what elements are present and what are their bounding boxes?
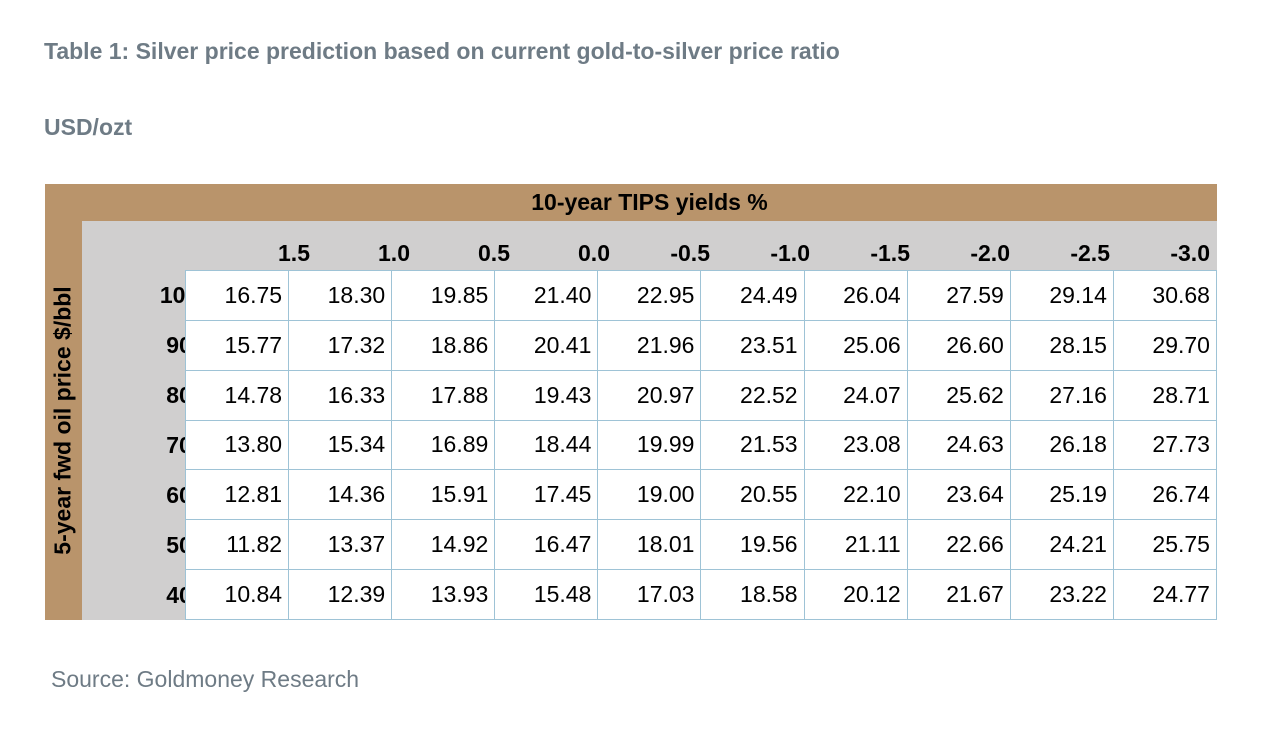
table-cell: 26.04 — [804, 271, 908, 321]
table-cell: 24.77 — [1113, 570, 1217, 620]
table-cell: 17.45 — [495, 470, 599, 521]
table-cell: 21.96 — [598, 320, 702, 371]
unit-label: USD/ozt — [44, 114, 133, 140]
table-cell: 17.32 — [289, 320, 393, 371]
table-cell: 25.62 — [907, 370, 1011, 421]
table-cell: 14.78 — [186, 370, 290, 421]
row-group-band — [45, 184, 82, 620]
table-cell: 23.08 — [804, 420, 908, 471]
table-cell: 14.36 — [289, 470, 393, 521]
table-cell: 18.44 — [495, 420, 599, 471]
table-cell: 23.64 — [907, 470, 1011, 521]
column-header: -3.0 — [1170, 240, 1210, 266]
table-cell: 26.18 — [1010, 420, 1114, 471]
table-cell: 27.73 — [1113, 420, 1217, 471]
table-cell: 16.75 — [186, 271, 290, 321]
table-cell: 29.70 — [1113, 320, 1217, 371]
table-cell: 16.47 — [495, 520, 599, 571]
table-cell: 21.53 — [701, 420, 805, 471]
table-cell: 22.52 — [701, 370, 805, 421]
column-group-band — [45, 184, 1217, 221]
column-header: -0.5 — [670, 240, 710, 266]
table-title: Table 1: Silver price prediction based o… — [44, 38, 840, 64]
table-cell: 13.37 — [289, 520, 393, 571]
column-header: 0.5 — [478, 240, 510, 266]
table-cell: 12.81 — [186, 470, 290, 521]
table-cell: 18.86 — [392, 320, 496, 371]
table-cell: 18.58 — [701, 570, 805, 620]
row-group-label-wrap: 5-year fwd oil price $/bbl — [45, 221, 82, 620]
table-cell: 22.10 — [804, 470, 908, 521]
column-header: 0.0 — [578, 240, 610, 266]
table-cell: 21.67 — [907, 570, 1011, 620]
table-cell: 19.85 — [392, 271, 496, 321]
table-cell: 22.66 — [907, 520, 1011, 571]
table-cell: 16.33 — [289, 370, 393, 421]
table-cell: 29.14 — [1010, 271, 1114, 321]
column-header: 1.0 — [378, 240, 410, 266]
table-cell: 23.51 — [701, 320, 805, 371]
table-cell: 13.93 — [392, 570, 496, 620]
table-cell: 14.92 — [392, 520, 496, 571]
row-group-label: 5-year fwd oil price $/bbl — [50, 286, 77, 555]
column-header: -2.0 — [970, 240, 1010, 266]
column-header: -1.0 — [770, 240, 810, 266]
table-cell: 19.43 — [495, 370, 599, 421]
table-cell: 27.16 — [1010, 370, 1114, 421]
column-headers: 1.5 1.0 0.5 0.0 -0.5 -1.0 -1.5 -2.0 -2.5 -3.0 — [216, 236, 1216, 270]
table-cell: 30.68 — [1113, 271, 1217, 321]
table-cell: 17.88 — [392, 370, 496, 421]
table-cell: 18.30 — [289, 271, 393, 321]
table-cell: 19.56 — [701, 520, 805, 571]
table-cell: 20.55 — [701, 470, 805, 521]
table-cell: 26.60 — [907, 320, 1011, 371]
table-cell: 20.97 — [598, 370, 702, 421]
table-cell: 26.74 — [1113, 470, 1217, 521]
table-cell: 25.06 — [804, 320, 908, 371]
table-cell: 24.07 — [804, 370, 908, 421]
table-cell: 11.82 — [186, 520, 290, 571]
table-cell: 25.75 — [1113, 520, 1217, 571]
price-table: 10-year TIPS yields % 5-year fwd oil pri… — [45, 184, 1217, 620]
source-note: Source: Goldmoney Research — [51, 666, 360, 692]
table-cell: 18.01 — [598, 520, 702, 571]
table-cell: 20.41 — [495, 320, 599, 371]
table-cell: 28.71 — [1113, 370, 1217, 421]
column-header: -1.5 — [870, 240, 910, 266]
table-cell: 15.91 — [392, 470, 496, 521]
table-cell: 19.00 — [598, 470, 702, 521]
table-cell: 28.15 — [1010, 320, 1114, 371]
column-group-label: 10-year TIPS yields % — [531, 189, 768, 215]
table-cell: 27.59 — [907, 271, 1011, 321]
table-cell: 13.80 — [186, 420, 290, 471]
table-cell: 24.21 — [1010, 520, 1114, 571]
table-cell: 24.63 — [907, 420, 1011, 471]
table-cell: 22.95 — [598, 271, 702, 321]
table-cell: 15.77 — [186, 320, 290, 371]
table-cell: 17.03 — [598, 570, 702, 620]
table-cell: 23.22 — [1010, 570, 1114, 620]
table-cell: 16.89 — [392, 420, 496, 471]
table-cell: 12.39 — [289, 570, 393, 620]
table-cell: 15.34 — [289, 420, 393, 471]
table-cell: 21.11 — [804, 520, 908, 571]
table-body: 16.75 18.30 19.85 21.40 22.95 24.49 26.04 27.59… — [185, 270, 1217, 620]
table-cell: 10.84 — [186, 570, 290, 620]
column-header: 1.5 — [278, 240, 310, 266]
table-cell: 15.48 — [495, 570, 599, 620]
table-cell: 24.49 — [701, 271, 805, 321]
table-cell: 19.99 — [598, 420, 702, 471]
column-header: -2.5 — [1070, 240, 1110, 266]
table-cell: 20.12 — [804, 570, 908, 620]
table-cell: 25.19 — [1010, 470, 1114, 521]
table-cell: 21.40 — [495, 271, 599, 321]
